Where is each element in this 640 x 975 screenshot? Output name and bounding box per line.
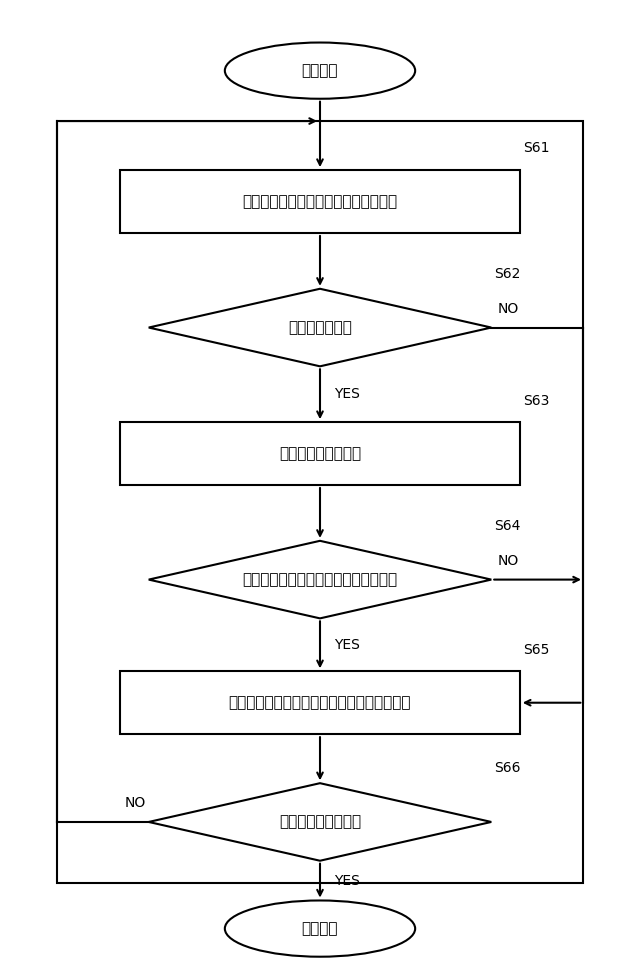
Text: YES: YES [334, 387, 360, 401]
Text: S65: S65 [523, 643, 549, 657]
Text: NO: NO [498, 554, 519, 568]
Text: S64: S64 [495, 519, 521, 533]
Bar [57, 121, 583, 883]
Text: YES: YES [334, 638, 360, 652]
Text: S62: S62 [495, 267, 521, 281]
Text: 「知らない」ボタンが押下されたか？: 「知らない」ボタンが押下されたか？ [243, 572, 397, 587]
Bar [120, 170, 520, 233]
Text: S61: S61 [523, 141, 550, 155]
Text: 処理終了: 処理終了 [301, 921, 339, 936]
Text: 学習情報を出力する: 学習情報を出力する [279, 447, 361, 461]
Text: 処理開始: 処理開始 [301, 63, 339, 78]
Text: 処理終了指示有り？: 処理終了指示有り？ [279, 814, 361, 830]
Bar [120, 422, 520, 486]
Text: S63: S63 [523, 394, 549, 408]
Text: S66: S66 [495, 761, 521, 775]
Bar [120, 671, 520, 734]
Polygon shape [148, 289, 492, 367]
Polygon shape [148, 783, 492, 861]
Polygon shape [148, 541, 492, 618]
Text: NO: NO [124, 797, 145, 810]
Text: 走行位置と学習情報とを対応付けて記憶する: 走行位置と学習情報とを対応付けて記憶する [228, 695, 412, 710]
Text: 学習情報取得？: 学習情報取得？ [288, 320, 352, 335]
Text: NO: NO [498, 302, 519, 316]
Text: YES: YES [334, 874, 360, 887]
Ellipse shape [225, 43, 415, 98]
Ellipse shape [225, 901, 415, 956]
Text: 走行位置を取得してサーバに送信する: 走行位置を取得してサーバに送信する [243, 194, 397, 209]
